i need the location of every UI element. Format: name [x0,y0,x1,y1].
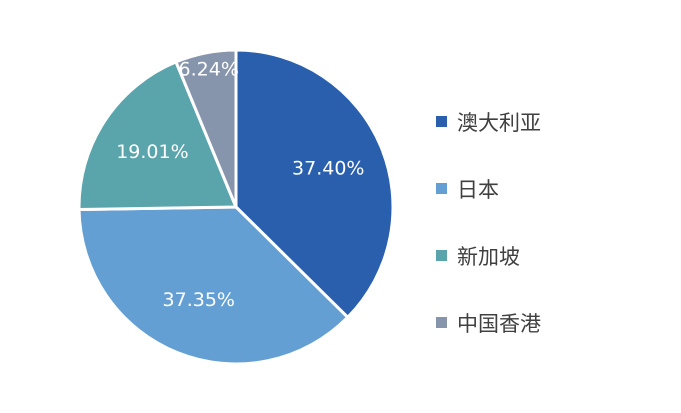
pie-slice-hong-kong [174,48,238,209]
legend: 澳大利亚 日本 新加坡 中国香港 [436,88,666,356]
pie-slice-australia [234,48,395,319]
data-label-hong-kong: 6.24% [179,59,239,81]
legend-swatch-hong-kong [436,317,447,328]
legend-item-singapore: 新加坡 [436,222,666,289]
data-label-singapore: 19.01% [116,141,188,163]
legend-label-australia: 澳大利亚 [457,110,541,135]
legend-swatch-japan [436,183,447,194]
legend-label-japan: 日本 [457,177,499,202]
pie-slice-japan [77,205,350,366]
legend-item-australia: 澳大利亚 [436,88,666,155]
pie-data-labels: 37.40% 37.35% 19.01% 6.24% [116,59,364,311]
legend-swatch-singapore [436,250,447,261]
data-label-australia: 37.40% [292,157,364,179]
legend-label-singapore: 新加坡 [457,244,520,269]
pie-slices [77,48,395,366]
legend-item-japan: 日本 [436,155,666,222]
legend-item-hong-kong: 中国香港 [436,289,666,356]
data-label-japan: 37.35% [163,289,235,311]
legend-label-hong-kong: 中国香港 [457,311,541,336]
legend-swatch-australia [436,116,447,127]
pie-slice-singapore [77,60,238,211]
